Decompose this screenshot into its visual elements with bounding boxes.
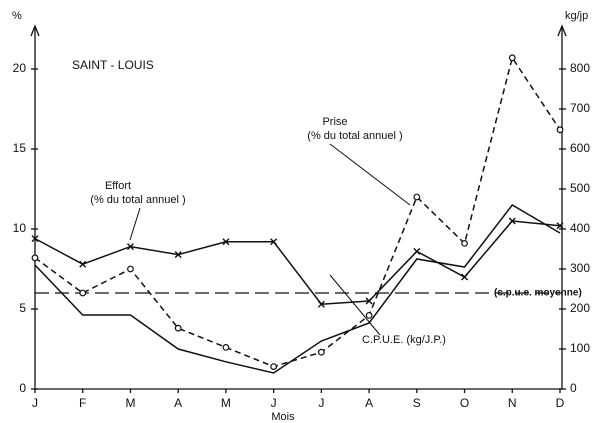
- y2-tick-label: 400: [570, 221, 590, 235]
- series-line: [34, 204, 561, 374]
- circle-marker: [556, 126, 564, 134]
- cross-marker: [270, 238, 278, 246]
- x-tick-label: D: [556, 396, 565, 410]
- circle-marker: [317, 348, 325, 356]
- x-axis-label: Mois: [271, 411, 295, 423]
- circle-marker: [79, 289, 87, 297]
- x-tick-label: N: [508, 396, 517, 410]
- circle-marker: [413, 193, 421, 201]
- series-line: [34, 220, 561, 305]
- reference-label: (c.p.u.e. moyenne): [494, 288, 582, 299]
- y-tick-label: 5: [19, 301, 26, 315]
- circle-marker: [508, 54, 516, 62]
- y2-axis-label: kg/jp: [565, 10, 588, 22]
- y2-tick-label: 700: [570, 101, 590, 115]
- circle-marker: [222, 344, 230, 351]
- y-tick-label: 15: [13, 141, 27, 155]
- cross-marker: [31, 235, 39, 243]
- y-tick-label: 10: [13, 221, 27, 235]
- x-tick-label: M: [221, 396, 231, 410]
- cross-marker: [126, 243, 134, 251]
- x-tick-label: S: [413, 396, 421, 410]
- label-pointers: [129, 143, 411, 336]
- x-tick-label: J: [318, 396, 324, 410]
- cross-marker: [79, 260, 87, 268]
- y2-tick-label: 100: [570, 341, 590, 355]
- x-tick-label: M: [125, 396, 135, 410]
- y-tick-label: 20: [13, 61, 27, 75]
- circle-marker: [174, 324, 182, 332]
- y2-tick-label: 0: [570, 381, 577, 395]
- axis-arrows: [30, 24, 567, 37]
- y-axis-label: %: [12, 10, 22, 22]
- circle-marker: [270, 363, 278, 371]
- chart-title: SAINT - LOUIS: [72, 58, 154, 72]
- series-label: Prise: [322, 116, 347, 128]
- x-tick-label: F: [79, 396, 86, 410]
- x-tick-label: J: [32, 396, 38, 410]
- series-label: Effort: [105, 180, 131, 192]
- cross-marker: [413, 247, 421, 255]
- y2-tick-label: 800: [570, 61, 590, 75]
- x-tick-label: A: [365, 396, 373, 410]
- circle-marker: [365, 312, 373, 319]
- x-tick-label: A: [174, 396, 182, 410]
- cross-marker: [365, 297, 373, 305]
- cross-marker: [317, 300, 325, 308]
- x-tick-label: O: [460, 396, 469, 410]
- series-line: [34, 55, 561, 368]
- y2-tick-label: 600: [570, 141, 590, 155]
- y2-tick-label: 500: [570, 181, 590, 195]
- y2-tick-label: 300: [570, 261, 590, 275]
- cross-marker: [222, 238, 230, 246]
- cross-marker: [556, 222, 564, 230]
- cross-marker: [461, 273, 469, 281]
- series-label: C.P.U.E. (kg/J.P.): [362, 334, 446, 346]
- cross-marker: [508, 217, 516, 225]
- series-note: (% du total annuel ): [90, 194, 185, 206]
- cross-marker: [174, 251, 182, 259]
- circle-marker: [31, 254, 39, 262]
- circle-marker: [127, 265, 134, 273]
- y-tick-label: 0: [19, 381, 26, 395]
- circle-marker: [461, 239, 468, 247]
- x-tick-label: J: [271, 396, 277, 410]
- series-note: (% du total annuel ): [307, 130, 402, 142]
- y2-tick-label: 200: [570, 301, 590, 315]
